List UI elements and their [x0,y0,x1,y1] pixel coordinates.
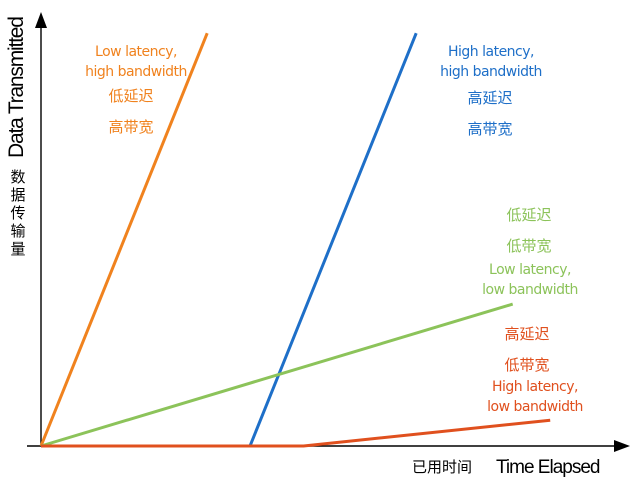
y-axis-label-cn-char: 据 [10,186,25,204]
series-label-en-line1: Low latency, [489,262,571,278]
label-high-latency-low-bandwidth: 高延迟 低带宽 High latency, low bandwidth [487,325,583,415]
series-label-cn-line1: 高延迟 [504,325,549,343]
series-line-low-latency-low-bandwidth [40,302,514,448]
series-group [39,32,551,448]
label-low-latency-high-bandwidth: Low latency, high bandwidth 低延迟 高带宽 [85,44,187,136]
series-label-cn-line2: 高带宽 [108,118,153,136]
series-label-cn-line1: 低延迟 [108,87,153,105]
x-axis-label: Time Elapsed [496,457,600,478]
series-label-en-line2: low bandwidth [482,282,578,298]
x-axis-label-cn: 已用时间 [412,458,472,476]
y-axis-label-cn-char: 传 [10,204,25,222]
y-axis-label-cn-char: 数 [10,168,25,186]
series-label-en-line2: low bandwidth [487,399,583,415]
y-axis-arrow [35,12,47,28]
series-label-cn-line2: 低带宽 [506,237,551,255]
series-line-high-latency-high-bandwidth [41,32,418,448]
series-label-cn-line2: 低带宽 [504,356,549,374]
series-label-en-line2: high bandwidth [85,64,187,80]
label-high-latency-high-bandwidth: High latency, high bandwidth 高延迟 高带宽 [440,44,542,138]
y-axis-label-cn-char: 量 [10,240,25,258]
series-label-cn-line1: 低延迟 [506,206,551,224]
series-label-en-line1: High latency, [492,379,578,395]
series-label-cn-line2: 高带宽 [467,120,512,138]
series-label-en-line2: high bandwidth [440,64,542,80]
series-line-low-latency-high-bandwidth [39,32,209,447]
series-line-high-latency-low-bandwidth [41,418,551,448]
y-axis-label: Data Transmitted [5,17,28,158]
series-label-en-line1: Low latency, [95,44,177,60]
x-axis-arrow [614,440,630,452]
series-label-en-line1: High latency, [448,44,534,60]
series-label-cn-line1: 高延迟 [467,89,512,107]
label-low-latency-low-bandwidth: 低延迟 低带宽 Low latency, low bandwidth [482,206,578,298]
y-axis-label-cn-char: 输 [10,222,25,240]
